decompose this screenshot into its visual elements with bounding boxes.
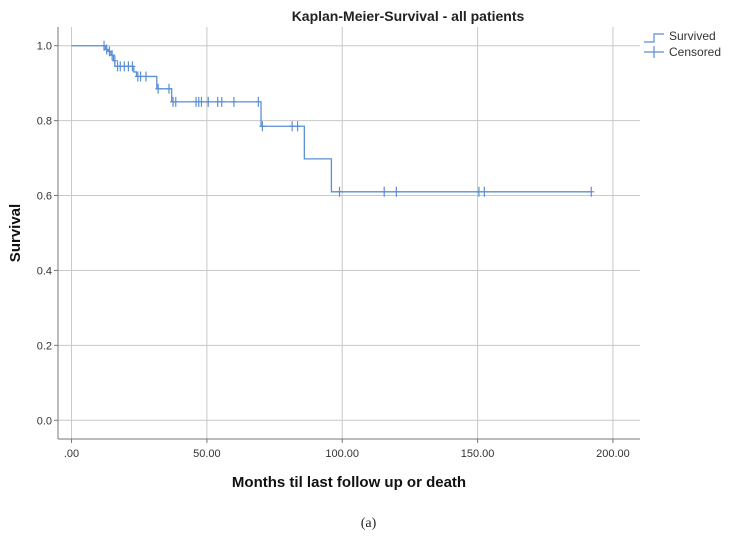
censored-marker [129,61,136,72]
censored-marker [103,44,110,55]
x-tick-label: 100.00 [325,448,359,460]
censored-marker [165,83,172,94]
y-tick-label: 0.4 [37,265,52,277]
y-tick-label: 1.0 [37,41,52,53]
censored-marker [381,186,388,197]
censored-marker [142,71,149,82]
y-tick-label: 0.2 [37,340,52,352]
legend: Survived Censored [644,29,721,59]
x-tick-label: .00 [64,448,79,460]
censored-marker [218,96,225,107]
x-tick-label: 150.00 [461,448,495,460]
legend-label-censored: Censored [669,45,721,59]
legend-survived: Survived [644,29,716,43]
y-axis-label: Survival [7,204,24,262]
survival-step-line [71,45,592,193]
censored-marker [137,71,144,82]
censored-marker [230,96,237,107]
censored-marker [481,186,488,197]
censored-marker [111,55,118,66]
censored-marker [109,50,116,61]
legend-step-icon [644,33,664,43]
censored-marker [588,186,595,197]
figure-caption: (a) [360,516,377,531]
y-tick-label: 0.8 [37,116,52,128]
legend-plus-icon [644,46,664,58]
censored-marker [205,96,212,107]
censored-marker [294,121,301,132]
tick-labels: 0.0 0.2 0.4 0.6 0.8 1.0 .00 50.00 100.00 150.00 20… [37,41,630,460]
y-tick-label: 0.0 [37,415,52,427]
legend-label-survived: Survived [669,29,716,43]
censored-marker [259,121,266,132]
censored-marker [289,121,296,132]
axes [54,27,640,443]
y-tick-label: 0.6 [37,191,52,203]
x-tick-label: 50.00 [193,448,221,460]
censored-marker [393,186,400,197]
series-layer [71,40,595,197]
censored-marker [155,83,162,94]
x-axis-label: Months til last follow up or death [232,474,466,491]
chart-title: Kaplan-Meier-Survival - all patients [292,8,525,24]
censored-marker [475,186,482,197]
censored-marker [336,186,343,197]
censored-marker [172,96,179,107]
censored-marker [198,96,205,107]
grid-lines [58,27,640,439]
x-tick-label: 200.00 [596,448,630,460]
censored-marker [255,96,262,107]
legend-censored: Censored [644,45,721,59]
